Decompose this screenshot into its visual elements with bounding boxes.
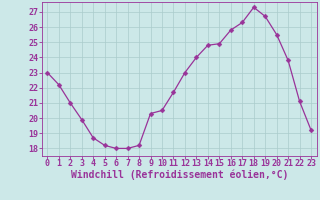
X-axis label: Windchill (Refroidissement éolien,°C): Windchill (Refroidissement éolien,°C) bbox=[70, 170, 288, 180]
